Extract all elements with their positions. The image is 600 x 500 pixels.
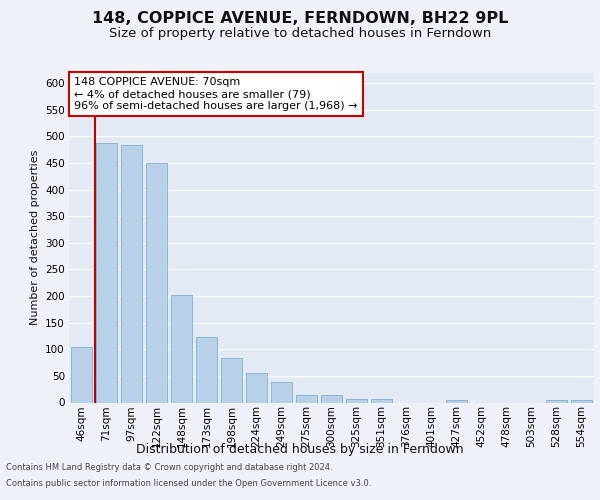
- Bar: [571, 400, 592, 402]
- Bar: [221, 358, 242, 403]
- Bar: [546, 400, 567, 402]
- Bar: [271, 382, 292, 402]
- Bar: [321, 394, 342, 402]
- Text: 148 COPPICE AVENUE: 70sqm
← 4% of detached houses are smaller (79)
96% of semi-d: 148 COPPICE AVENUE: 70sqm ← 4% of detach…: [74, 78, 358, 110]
- Bar: [296, 394, 317, 402]
- Bar: [171, 295, 192, 403]
- Text: 148, COPPICE AVENUE, FERNDOWN, BH22 9PL: 148, COPPICE AVENUE, FERNDOWN, BH22 9PL: [92, 11, 508, 26]
- Text: Contains HM Land Registry data © Crown copyright and database right 2024.: Contains HM Land Registry data © Crown c…: [6, 464, 332, 472]
- Y-axis label: Number of detached properties: Number of detached properties: [29, 150, 40, 325]
- Text: Contains public sector information licensed under the Open Government Licence v3: Contains public sector information licen…: [6, 478, 371, 488]
- Bar: [71, 346, 92, 403]
- Bar: [196, 337, 217, 402]
- Bar: [96, 143, 117, 403]
- Bar: [121, 146, 142, 402]
- Text: Distribution of detached houses by size in Ferndown: Distribution of detached houses by size …: [136, 442, 464, 456]
- Text: Size of property relative to detached houses in Ferndown: Size of property relative to detached ho…: [109, 28, 491, 40]
- Bar: [446, 400, 467, 402]
- Bar: [146, 163, 167, 402]
- Bar: [371, 399, 392, 402]
- Bar: [246, 372, 267, 402]
- Bar: [346, 399, 367, 402]
